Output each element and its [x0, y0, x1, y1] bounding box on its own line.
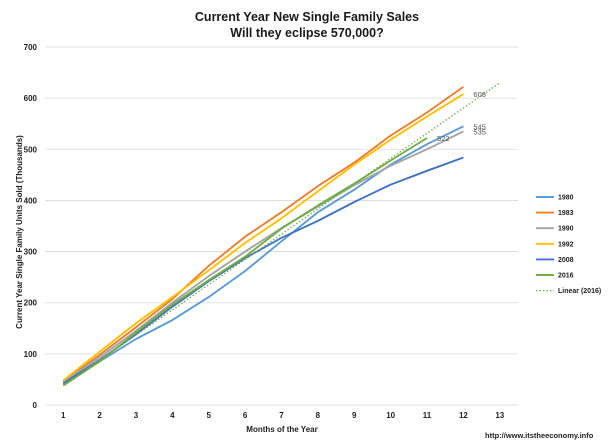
- legend: 1980 1983 1990 1992 2008 2016 Linear (2016): [536, 195, 601, 295]
- x-tick-label: 6: [243, 411, 248, 420]
- legend-label: 2016: [558, 273, 574, 280]
- x-tick-label: 4: [170, 411, 175, 420]
- y-tick-label: 500: [24, 145, 38, 154]
- series-line-1992: [62, 93, 464, 382]
- x-tick-label: 12: [459, 411, 468, 420]
- x-tick-label: 9: [352, 411, 357, 420]
- series-line-linear-2016: [62, 82, 501, 387]
- legend-label: 2008: [558, 257, 574, 264]
- chart-subtitle: Will they eclipse 570,000?: [230, 26, 383, 40]
- series-line-1983: [62, 86, 464, 383]
- legend-label: 1992: [558, 241, 574, 248]
- y-tick-label: 400: [24, 196, 38, 205]
- series-line-1990: [62, 130, 464, 383]
- y-tick-label: 600: [24, 94, 38, 103]
- series-line-1980: [62, 125, 464, 384]
- x-tick-label: 13: [495, 411, 504, 420]
- y-tick-label: 700: [24, 43, 38, 52]
- source-url: http://www.itstheeconomy.info: [485, 431, 594, 440]
- y-tick-label: 300: [24, 248, 38, 257]
- end-label-1980: 545: [473, 122, 486, 131]
- x-tick-label: 3: [134, 411, 139, 420]
- x-tick-label: 5: [207, 411, 212, 420]
- series-line-2008: [62, 156, 464, 385]
- legend-label: 1983: [558, 210, 574, 217]
- y-axis-ticks: 0 100 200 300 400 500 600 700: [24, 43, 38, 410]
- end-label-1990: 535: [473, 127, 486, 136]
- end-label-2016: 522: [437, 134, 450, 143]
- chart-title: Current Year New Single Family Sales: [195, 10, 419, 24]
- y-tick-label: 100: [24, 350, 38, 359]
- x-axis-ticks: 1 2 3 4 5 6 7 8 9 10 11 12 13: [61, 411, 505, 420]
- legend-label: Linear (2016): [558, 288, 601, 295]
- x-tick-label: 7: [279, 411, 284, 420]
- gridlines: [45, 46, 518, 406]
- y-axis-label: Current Year Single Family Units Sold (T…: [15, 135, 24, 329]
- x-axis-label: Months of the Year: [246, 425, 317, 434]
- x-tick-label: 2: [97, 411, 102, 420]
- legend-label: 1990: [558, 226, 574, 233]
- x-tick-label: 10: [386, 411, 395, 420]
- x-tick-label: 8: [316, 411, 321, 420]
- end-label-1992: 608: [473, 90, 486, 99]
- series-lines: [62, 82, 501, 387]
- legend-label: 1980: [558, 195, 574, 202]
- x-tick-label: 1: [61, 411, 66, 420]
- y-tick-label: 0: [33, 401, 38, 410]
- x-tick-label: 11: [423, 411, 432, 420]
- y-tick-label: 200: [24, 299, 38, 308]
